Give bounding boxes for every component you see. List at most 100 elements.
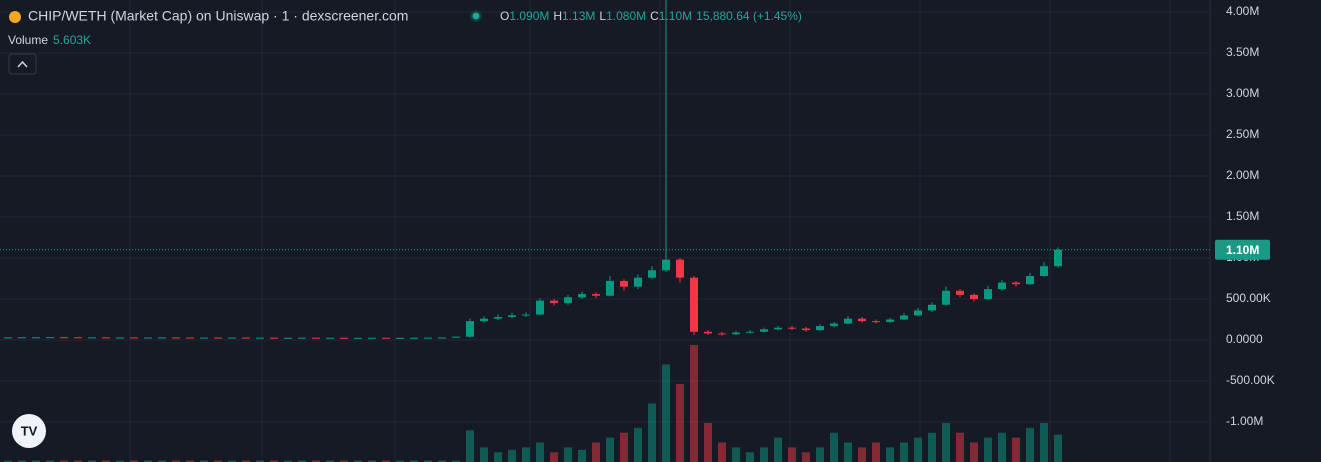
candle-body — [214, 337, 222, 339]
volume-bar — [46, 460, 54, 462]
volume-bar — [298, 460, 306, 462]
change: 15,880.64 (+1.45%) — [696, 9, 802, 23]
candle-body — [928, 304, 936, 311]
volume-bar — [144, 460, 152, 462]
candle-body — [914, 310, 922, 316]
candle-body — [634, 277, 642, 287]
volume-bar — [998, 432, 1006, 462]
volume-bar — [102, 460, 110, 462]
volume-bar — [466, 430, 474, 462]
candle-body — [844, 318, 852, 324]
ohlc-value: 1.13M — [562, 9, 596, 23]
volume-bar — [844, 442, 852, 462]
y-tick-label: -1.00M — [1226, 414, 1263, 428]
tv-logo-text: TV — [21, 423, 38, 438]
candle-body — [438, 337, 446, 339]
candle-body — [410, 337, 418, 339]
volume-legend: Volume 5.603K — [8, 33, 91, 47]
volume-bar — [1012, 437, 1020, 462]
candle-body — [676, 259, 684, 278]
candle-body — [312, 337, 320, 339]
candle-body — [480, 318, 488, 322]
volume-bar — [130, 460, 138, 462]
token-icon — [9, 11, 21, 23]
ohlc-key: L — [599, 9, 607, 23]
volume-bar — [256, 460, 264, 462]
candle-body — [298, 337, 306, 339]
volume-bar — [214, 460, 222, 462]
candle-body — [620, 280, 628, 287]
ohlc-key: O — [500, 9, 510, 23]
last-price-box — [1215, 239, 1270, 260]
volume-bar — [956, 432, 964, 462]
candle-body — [886, 319, 894, 322]
volume-bar — [760, 447, 768, 462]
y-tick-label: 4.00M — [1226, 4, 1259, 18]
volume-bar — [60, 460, 68, 462]
candle-body — [536, 300, 544, 315]
volume-bar — [886, 447, 894, 462]
candle-body — [130, 337, 138, 339]
volume-bar — [970, 442, 978, 462]
candle-body — [508, 315, 516, 318]
candle-body — [326, 337, 334, 339]
candle-body — [760, 329, 768, 332]
volume-bar — [480, 447, 488, 462]
candle-body — [88, 337, 96, 339]
volume-bar — [270, 460, 278, 462]
candle-body — [942, 290, 950, 305]
candle-body — [1012, 282, 1020, 285]
volume-bar — [116, 460, 124, 462]
volume-bar — [424, 460, 432, 462]
candle-body — [242, 337, 250, 339]
volume-bar — [228, 460, 236, 462]
volume-bar — [186, 460, 194, 462]
candle-body — [74, 337, 82, 339]
volume-bar — [200, 460, 208, 462]
volume-bar — [1054, 434, 1062, 462]
volume-bar — [396, 460, 404, 462]
candle-body — [32, 337, 40, 339]
volume-bar — [802, 452, 810, 462]
volume-bar — [1040, 423, 1048, 462]
candle-body — [144, 337, 152, 339]
volume-bar — [564, 447, 572, 462]
last-price-label: 1.10M — [1226, 243, 1259, 257]
candle-body — [830, 323, 838, 327]
volume-bar — [340, 460, 348, 462]
volume-bar — [18, 460, 26, 462]
candle-body — [522, 314, 530, 316]
volume-bar — [984, 437, 992, 462]
candle-body — [732, 332, 740, 335]
candle-body — [4, 337, 12, 339]
candle-body — [956, 290, 964, 295]
volume-bar — [354, 460, 362, 462]
tv-logo[interactable] — [12, 414, 46, 448]
candle-body — [228, 337, 236, 339]
candle-body — [970, 294, 978, 299]
candle-body — [984, 289, 992, 299]
y-tick-label: -500.00K — [1226, 373, 1275, 387]
volume-value: 5.603K — [53, 33, 92, 47]
candle-body — [466, 321, 474, 337]
candle-body — [382, 337, 390, 339]
ohlc-key: H — [553, 9, 563, 23]
candle-body — [578, 294, 586, 298]
candle-body — [788, 327, 796, 329]
volume-bar — [1026, 427, 1034, 462]
volume-bar — [536, 442, 544, 462]
volume-bar — [242, 460, 250, 462]
candle-body — [494, 317, 502, 319]
volume-bar — [872, 442, 880, 462]
candle-body — [774, 327, 782, 330]
volume-bar — [914, 437, 922, 462]
volume-bar — [732, 447, 740, 462]
volume-bar — [928, 432, 936, 462]
candle-body — [550, 300, 558, 304]
volume-bar — [578, 449, 586, 462]
volume-bar — [32, 460, 40, 462]
candle-body — [564, 297, 572, 304]
volume-bar — [74, 460, 82, 462]
collapse-button[interactable] — [8, 53, 37, 75]
